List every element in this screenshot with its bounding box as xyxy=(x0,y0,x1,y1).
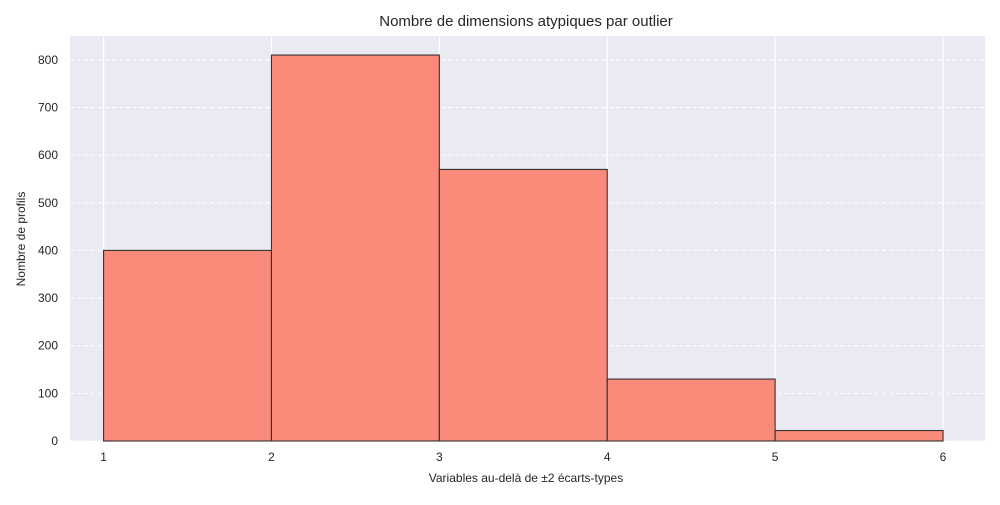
x-tick-label: 6 xyxy=(940,450,947,464)
y-axis-ticks: 0 100 200 300 400 500 600 700 800 xyxy=(38,53,58,448)
x-tick-label: 4 xyxy=(604,450,611,464)
x-tick-label: 5 xyxy=(772,450,779,464)
y-tick-label: 600 xyxy=(38,148,58,162)
y-tick-label: 400 xyxy=(38,243,58,257)
y-tick-label: 200 xyxy=(38,339,58,353)
y-tick-label: 800 xyxy=(38,53,58,67)
y-tick-label: 300 xyxy=(38,291,58,305)
y-tick-label: 0 xyxy=(51,434,58,448)
chart-title: Nombre de dimensions atypiques par outli… xyxy=(379,13,673,30)
x-axis-ticks: 1 2 3 4 5 6 xyxy=(100,450,946,464)
y-tick-label: 100 xyxy=(38,386,58,400)
histogram-bar xyxy=(103,249,273,442)
x-axis-label: Variables au-delà de ±2 écarts-types xyxy=(429,471,623,485)
histogram-bar xyxy=(270,54,440,442)
x-tick-label: 3 xyxy=(436,450,443,464)
x-tick-label: 1 xyxy=(100,450,107,464)
histogram-bar xyxy=(438,168,608,442)
bars xyxy=(103,54,944,442)
histogram-bar xyxy=(606,378,776,442)
y-axis-label: Nombre de profils xyxy=(14,192,28,287)
y-tick-label: 700 xyxy=(38,100,58,114)
y-tick-label: 500 xyxy=(38,196,58,210)
x-tick-label: 2 xyxy=(268,450,275,464)
histogram-bar xyxy=(774,429,944,442)
